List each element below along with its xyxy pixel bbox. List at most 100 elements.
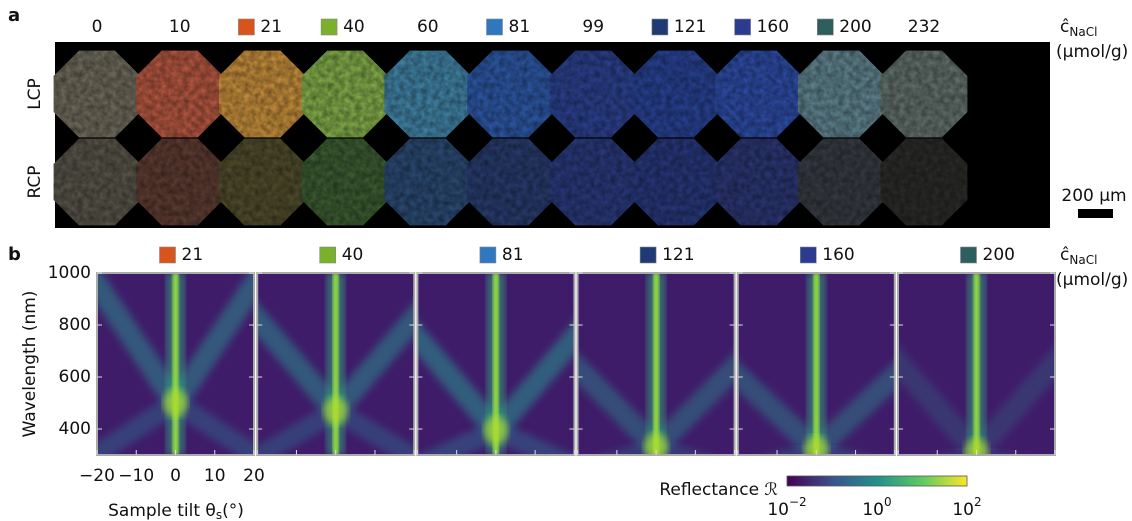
concentration-label: 21 xyxy=(182,245,204,265)
micrograph-texture xyxy=(715,138,802,226)
colorbar-label: Reflectance ℛ xyxy=(659,480,778,500)
diffraction-branch xyxy=(327,302,415,418)
heatmap xyxy=(577,273,735,455)
heatmap xyxy=(97,273,254,455)
unit: (μmol/g) xyxy=(1056,42,1128,62)
concentration-label: 81 xyxy=(509,17,531,37)
diffraction-branch xyxy=(417,421,501,455)
micrograph-texture xyxy=(136,138,224,226)
swatch xyxy=(816,18,834,36)
colorbar-tick-label: 102 xyxy=(952,495,981,521)
colorbar-exponent: 0 xyxy=(884,495,892,509)
swatch xyxy=(320,18,338,36)
colorbar-exponent: 2 xyxy=(974,495,982,509)
y-tick-label: 600 xyxy=(59,367,91,387)
micrograph-texture xyxy=(797,50,885,138)
y-tick-label: 1000 xyxy=(48,263,91,283)
swatch xyxy=(159,246,176,264)
concentration-label: 160 xyxy=(757,17,789,37)
x-axis-label: Sample tilt θs(°) xyxy=(108,501,244,521)
x-tick-label: 20 xyxy=(243,466,265,486)
heatmap xyxy=(257,273,415,455)
concentration-label: 21 xyxy=(260,17,282,37)
micrograph-texture xyxy=(53,138,141,226)
swatch xyxy=(238,18,255,36)
concentration-label: 0 xyxy=(92,17,103,37)
vertex-glow xyxy=(964,438,989,455)
concentration-label: 121 xyxy=(662,245,694,265)
concentration-label: 81 xyxy=(502,245,524,265)
micrograph-texture xyxy=(301,50,389,138)
micrograph-texture xyxy=(880,138,968,226)
diffraction-branch xyxy=(257,402,341,455)
diffraction-branch xyxy=(257,302,345,418)
vertex-glow xyxy=(804,435,829,455)
unit: (μmol/g) xyxy=(1056,270,1128,290)
micrograph-texture xyxy=(219,50,306,138)
colorbar-base: 10 xyxy=(767,500,789,520)
y-axis-label: Wavelength (nm) xyxy=(20,291,40,438)
x-tick-label: 0 xyxy=(170,466,181,486)
diffraction-branch xyxy=(814,440,866,455)
micrograph-texture xyxy=(549,138,637,226)
diffraction-branch xyxy=(97,273,185,410)
micrograph-texture xyxy=(549,50,637,138)
colorbar-tick-label: 100 xyxy=(862,495,891,521)
concentration-label: 10 xyxy=(169,17,191,37)
micrograph-texture xyxy=(880,50,968,138)
micrograph-texture xyxy=(384,138,472,226)
panel-label: b xyxy=(8,244,21,265)
specular-line xyxy=(492,273,499,455)
micrograph-texture xyxy=(467,138,554,226)
diffraction-branch xyxy=(808,361,895,455)
diffraction-branch xyxy=(330,402,415,455)
colorbar-base: 10 xyxy=(952,500,974,520)
diffraction-branch xyxy=(737,361,824,455)
concentration-label: 99 xyxy=(582,17,604,37)
swatch xyxy=(639,246,657,264)
colorbar-exponent: −2 xyxy=(789,495,807,509)
vertex-glow xyxy=(323,396,348,425)
row-label: LCP xyxy=(25,78,45,110)
micrograph-texture xyxy=(384,50,472,138)
swatch xyxy=(799,246,817,264)
diffraction-branch xyxy=(898,345,985,455)
swatch xyxy=(651,18,669,36)
micrograph-texture xyxy=(53,50,141,138)
x-tick-label: −20 xyxy=(79,466,115,486)
concentration-label: 40 xyxy=(343,17,365,37)
swatch xyxy=(486,18,503,36)
y-tick-label: 400 xyxy=(59,419,91,439)
unit-symbol: ĉNaCl xyxy=(1060,17,1097,39)
diffraction-branch xyxy=(577,352,664,455)
diffraction-branch xyxy=(166,273,254,410)
micrograph-texture xyxy=(632,138,720,226)
x-tick-label: 10 xyxy=(204,466,226,486)
colorbar xyxy=(786,475,968,487)
x-tick-label: −10 xyxy=(118,466,154,486)
specular-line xyxy=(813,273,820,455)
concentration-label: 200 xyxy=(839,17,871,37)
colorbar-tick-label: 10−2 xyxy=(767,495,806,521)
vertex-glow xyxy=(644,433,669,455)
scale-bar-label: 200 μm xyxy=(1061,186,1126,206)
vertex-glow xyxy=(163,389,188,417)
concentration-label: 160 xyxy=(822,245,854,265)
specular-line xyxy=(653,273,660,455)
swatch xyxy=(960,246,977,264)
panel-label: a xyxy=(8,5,20,26)
micrograph-texture xyxy=(136,50,224,138)
diffraction-branch xyxy=(968,345,1055,455)
y-tick-label: 800 xyxy=(59,315,91,335)
diffraction-branch xyxy=(491,421,574,455)
swatch xyxy=(479,246,497,264)
micrograph-texture xyxy=(467,50,554,138)
swatch xyxy=(319,246,337,264)
specular-line xyxy=(172,273,179,455)
specular-line xyxy=(973,273,980,455)
heatmap xyxy=(737,273,895,455)
diffraction-branch xyxy=(417,320,505,438)
row-label: RCP xyxy=(25,165,45,198)
micrograph-texture xyxy=(301,138,389,226)
